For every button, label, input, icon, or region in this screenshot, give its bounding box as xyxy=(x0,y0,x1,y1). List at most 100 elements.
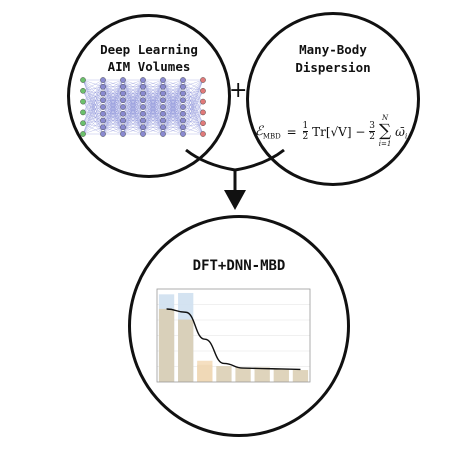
nn-edge xyxy=(82,112,104,121)
nn-edge xyxy=(82,123,104,128)
nn-edge xyxy=(82,112,104,114)
eq-term: ω̄ xyxy=(395,124,405,139)
nn-edge xyxy=(182,79,204,108)
nn-edge xyxy=(142,79,164,94)
nn-edge xyxy=(82,106,104,135)
nn-edge xyxy=(182,90,204,135)
nn-edge xyxy=(122,79,144,101)
nn-edge xyxy=(182,93,204,102)
deep-learning-title: Deep Learning AIM Volumes xyxy=(70,41,228,75)
nn-edge xyxy=(162,79,184,101)
nn-edge xyxy=(182,101,204,114)
nn-edge xyxy=(82,113,104,124)
nn-edge xyxy=(162,113,184,135)
nn-node xyxy=(140,90,146,97)
plus-operator: + xyxy=(229,78,248,103)
nn-edge xyxy=(82,79,104,121)
nn-edge xyxy=(82,90,104,128)
nn-node xyxy=(80,98,86,105)
nn-node xyxy=(80,120,86,126)
nn-edge xyxy=(182,79,204,87)
nn-node xyxy=(80,77,86,83)
eq-frac2-den: 2 xyxy=(369,132,375,142)
nn-node xyxy=(100,110,106,117)
nn-edge xyxy=(182,90,204,128)
nn-edge xyxy=(82,79,104,128)
nn-node xyxy=(120,124,126,131)
chart-bar-tan xyxy=(254,367,270,382)
dft-dnn-mbd-title: DFT+DNN-MBD xyxy=(192,258,286,274)
nn-edge xyxy=(182,86,204,135)
chart-bar-tan xyxy=(216,366,232,382)
nn-node xyxy=(140,124,146,131)
nn-edge xyxy=(182,100,204,102)
nn-edge xyxy=(182,79,204,121)
nn-node xyxy=(180,131,186,137)
mbd-title-line1: Many-Body xyxy=(299,42,367,57)
nn-edge xyxy=(82,93,104,113)
chart-bar-tan xyxy=(158,308,175,382)
nn-edge xyxy=(102,120,124,135)
nn-edge xyxy=(82,79,104,91)
nn-edge xyxy=(142,79,164,135)
nn-edge xyxy=(162,79,184,87)
nn-node xyxy=(120,97,126,104)
chart-bar-tan xyxy=(178,319,194,382)
nn-edge xyxy=(82,127,104,135)
nn-edge xyxy=(182,101,204,121)
eq-sum-top: N xyxy=(382,114,389,122)
nn-edge xyxy=(122,93,144,135)
nn-node xyxy=(160,90,166,97)
nn-edge xyxy=(82,79,104,135)
nn-edge xyxy=(82,100,104,135)
nn-node xyxy=(180,83,186,90)
arrow-head-icon xyxy=(224,190,246,210)
nn-edge xyxy=(142,100,164,135)
nn-edge xyxy=(182,112,204,135)
nn-node xyxy=(80,131,86,137)
nn-node xyxy=(100,104,106,110)
nn-node xyxy=(120,77,126,83)
nn-node xyxy=(200,120,206,126)
nn-edge xyxy=(162,106,184,135)
nn-node xyxy=(100,90,106,97)
deep-learning-title-line1: Deep Learning xyxy=(100,42,198,57)
nn-edge xyxy=(102,93,124,135)
eq-lhs-sub: MBD xyxy=(262,132,281,141)
nn-edge xyxy=(182,86,204,91)
nn-node xyxy=(160,131,166,137)
nn-edge xyxy=(102,113,124,135)
nn-edge xyxy=(182,79,204,135)
chart-bar-orange xyxy=(197,360,213,382)
nn-edge xyxy=(82,90,104,121)
nn-node xyxy=(200,77,206,83)
eq-frac2-num: 3 xyxy=(369,121,375,132)
nn-edge xyxy=(182,90,204,114)
nn-edge xyxy=(122,79,144,108)
chart-bars xyxy=(158,292,309,382)
nn-edge xyxy=(182,101,204,128)
nn-edge xyxy=(82,79,104,114)
nn-edge xyxy=(182,79,204,101)
nn-node xyxy=(100,117,106,124)
eq-trace: Tr[√V] − xyxy=(312,124,366,139)
chart-bar-tan xyxy=(292,370,309,382)
nn-edge xyxy=(162,127,184,135)
nn-node xyxy=(200,98,206,105)
nn-edge xyxy=(142,86,164,135)
nn-node xyxy=(200,131,206,137)
chart-bar-tan xyxy=(235,367,251,382)
nn-edge xyxy=(82,79,104,102)
nn-edge xyxy=(142,79,164,121)
deep-learning-title-line2: AIM Volumes xyxy=(107,59,191,74)
nn-edge xyxy=(82,86,104,124)
nn-edge xyxy=(182,106,204,135)
nn-edge xyxy=(142,79,164,108)
nn-node xyxy=(140,83,146,90)
mbd-title-line2: Dispersion xyxy=(295,60,371,75)
nn-node xyxy=(180,110,186,117)
nn-edge xyxy=(102,127,124,135)
eq-frac1: 1 2 xyxy=(302,121,309,142)
